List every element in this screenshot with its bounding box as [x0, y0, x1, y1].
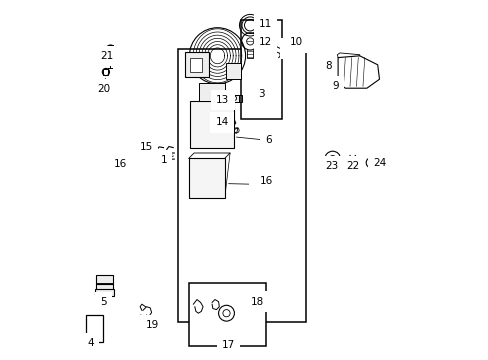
Text: 15: 15: [140, 142, 153, 152]
Bar: [199, 83, 224, 101]
Bar: [185, 52, 208, 77]
Text: 16: 16: [259, 176, 272, 186]
Text: 2: 2: [285, 44, 291, 54]
Text: 11: 11: [258, 19, 271, 30]
Text: 19: 19: [145, 320, 158, 330]
Text: 21: 21: [100, 51, 113, 61]
Bar: [86, 315, 103, 342]
Text: 4: 4: [87, 338, 94, 348]
Bar: [190, 101, 233, 148]
Bar: [95, 289, 114, 296]
Text: 20: 20: [97, 84, 110, 94]
Bar: [189, 58, 202, 72]
Text: 18: 18: [250, 297, 263, 307]
Text: 10: 10: [289, 37, 303, 48]
Text: 1: 1: [160, 155, 167, 165]
Text: 24: 24: [372, 158, 386, 168]
Text: 6: 6: [265, 135, 272, 145]
Bar: [96, 275, 113, 284]
Bar: [241, 20, 282, 119]
Text: 12: 12: [258, 37, 271, 48]
Bar: [96, 284, 113, 292]
Text: 23: 23: [325, 161, 338, 171]
Bar: [188, 158, 224, 198]
Bar: [103, 69, 108, 75]
Bar: [188, 283, 265, 346]
Text: 9: 9: [331, 81, 338, 91]
Text: 8: 8: [325, 60, 331, 71]
Text: 17: 17: [222, 340, 235, 350]
Text: 7: 7: [253, 179, 260, 189]
Bar: [226, 63, 241, 79]
Text: 22: 22: [346, 161, 359, 171]
Bar: [178, 49, 305, 322]
Bar: [233, 95, 241, 102]
Text: 14: 14: [215, 117, 228, 127]
Text: 16: 16: [113, 159, 127, 169]
Bar: [230, 95, 238, 102]
Bar: [107, 45, 113, 52]
Text: 5: 5: [100, 297, 106, 307]
Text: 3: 3: [258, 89, 264, 99]
Text: 13: 13: [216, 95, 229, 105]
